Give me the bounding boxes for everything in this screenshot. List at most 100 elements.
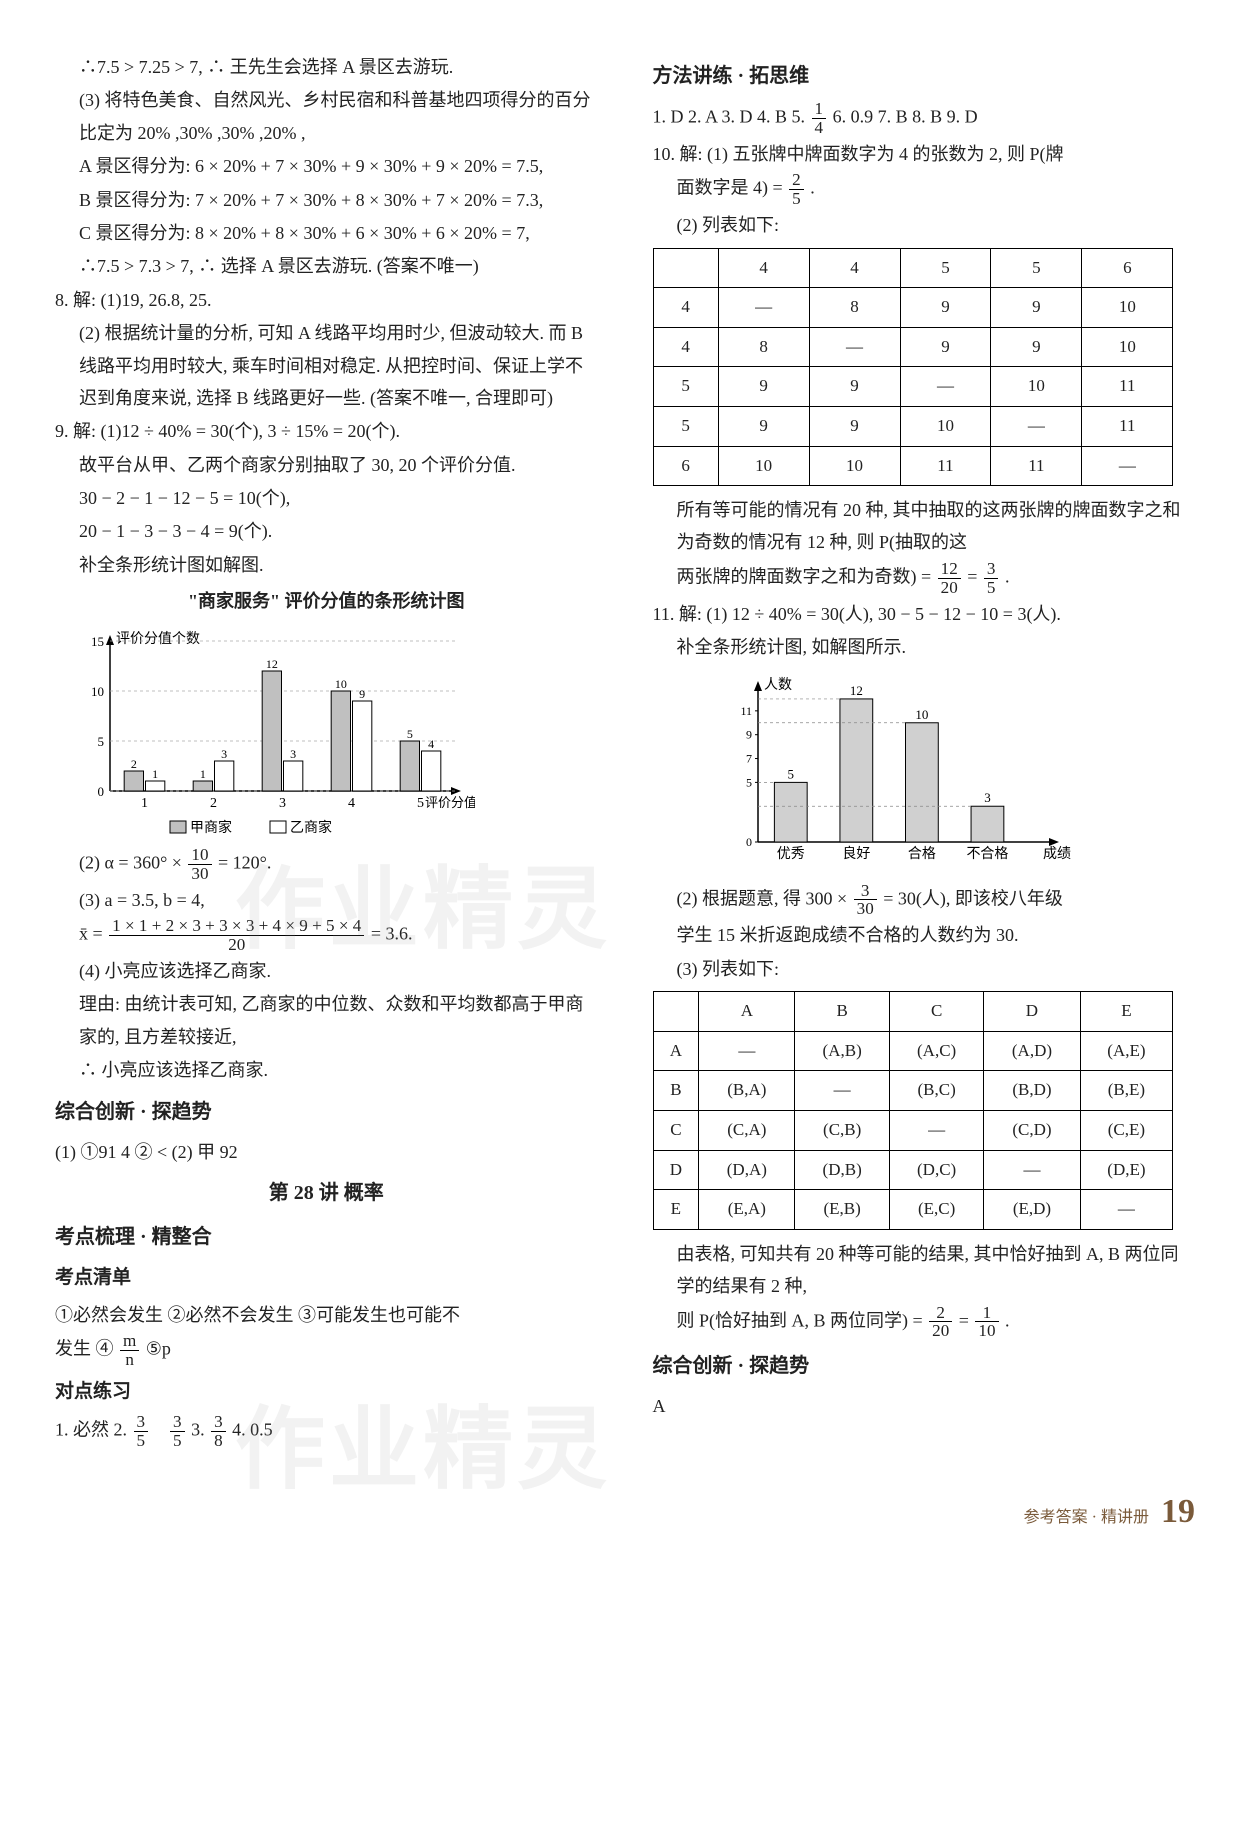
section-zhcx: 综合创新 · 探趋势 xyxy=(55,1094,598,1130)
svg-text:5: 5 xyxy=(787,766,794,781)
page-number: 19 xyxy=(1161,1493,1195,1530)
fraction: 330 xyxy=(854,882,877,919)
bar-chart-2: 人数0579115优秀12良好10合格3不合格成绩 xyxy=(713,672,1196,872)
text: 1. D 2. A 3. D 4. B 5. xyxy=(653,107,810,127)
svg-text:12: 12 xyxy=(849,682,862,697)
svg-text:优秀: 优秀 xyxy=(776,846,804,862)
answers-row1: 1. D 2. A 3. D 4. B 5. 14 6. 0.9 7. B 8.… xyxy=(653,100,1196,137)
probability-table-1: 445564—8991048—9910599—101159910—1161010… xyxy=(653,248,1174,487)
text: . xyxy=(810,178,815,198)
text-line: ∴7.5 > 7.3 > 7, ∴ 选择 A 景区去游玩. (答案不唯一) xyxy=(55,250,598,282)
text: 4. 0.5 xyxy=(232,1420,273,1440)
svg-text:9: 9 xyxy=(359,687,365,701)
text: = xyxy=(959,1310,974,1330)
bar-chart-1: 评价分值个数05101521113212331094545评价分值/分甲商家乙商… xyxy=(55,626,598,836)
text: = xyxy=(967,566,982,586)
svg-text:1: 1 xyxy=(141,796,148,811)
lesson-title: 第 28 讲 概率 xyxy=(55,1175,598,1211)
q8-solution-b: (2) 根据统计量的分析, 可知 A 线路平均用时少, 但波动较大. 而 B 线… xyxy=(55,317,598,414)
fraction: mn xyxy=(120,1332,139,1369)
section-kdsl: 考点梳理 · 精整合 xyxy=(55,1219,598,1255)
svg-text:5: 5 xyxy=(417,796,424,811)
q9-solution-e: 补全条形统计图如解图. xyxy=(55,549,598,581)
text: x̄ = xyxy=(79,923,107,943)
q10-d: 所有等可能的情况有 20 种, 其中抽取的这两张牌的牌面数字之和为奇数的情况有 … xyxy=(653,494,1196,559)
svg-text:5: 5 xyxy=(98,734,105,749)
text-line: A 景区得分为: 6 × 20% + 7 × 30% + 9 × 30% + 9… xyxy=(55,150,598,182)
q9-solution-d: 20 − 1 − 3 − 3 − 4 = 9(个). xyxy=(55,515,598,547)
text: 则 P(恰好抽到 A, B 两位同学) = xyxy=(677,1310,928,1330)
text: 发生 ④ xyxy=(55,1339,114,1359)
svg-text:9: 9 xyxy=(746,727,752,741)
text: 6. 0.9 7. B 8. B 9. D xyxy=(833,107,978,127)
kdqd-line2: 发生 ④ mn ⑤p xyxy=(55,1332,598,1369)
q9-k: ∴ 小亮应该选择乙商家. xyxy=(55,1054,598,1086)
svg-text:1: 1 xyxy=(152,767,158,781)
fraction: 35 xyxy=(134,1413,149,1450)
svg-text:0: 0 xyxy=(98,784,105,799)
q10-b: 面数字是 4) = 25 . xyxy=(653,171,1196,208)
fraction: 38 xyxy=(211,1413,226,1450)
q10-e: 两张牌的牌面数字之和为奇数) = 1220 = 35 . xyxy=(653,560,1196,597)
right-column: 方法讲练 · 拓思维 1. D 2. A 3. D 4. B 5. 14 6. … xyxy=(643,50,1196,1451)
q9-g: (3) a = 3.5, b = 4, xyxy=(55,884,598,916)
fraction: 1220 xyxy=(938,560,961,597)
svg-text:3: 3 xyxy=(221,747,227,761)
q9-i: (4) 小亮应该选择乙商家. xyxy=(55,955,598,987)
q10-a: 10. 解: (1) 五张牌中牌面数字为 4 的张数为 2, 则 P(牌 xyxy=(653,138,1196,170)
text: . xyxy=(1005,566,1010,586)
q8-solution-a: 8. 解: (1)19, 26.8, 25. xyxy=(55,284,598,316)
svg-text:12: 12 xyxy=(266,657,278,671)
svg-text:人数: 人数 xyxy=(764,677,792,693)
text: 1. 必然 2. xyxy=(55,1420,132,1440)
q11-g: 则 P(恰好抽到 A, B 两位同学) = 220 = 110 . xyxy=(653,1304,1196,1341)
ddlx-answers: 1. 必然 2. 35 35 3. 38 4. 0.5 xyxy=(55,1413,598,1450)
text: (2) 根据题意, 得 300 × xyxy=(677,888,852,908)
section-zhcx2: 综合创新 · 探趋势 xyxy=(653,1348,1196,1384)
svg-text:良好: 良好 xyxy=(842,846,870,862)
zhcx-answers: (1) ①91 4 ② < (2) 甲 92 xyxy=(55,1136,598,1168)
page-footer: 参考答案 · 精讲册 19 xyxy=(55,1481,1195,1542)
svg-text:10: 10 xyxy=(915,706,928,721)
q11-b: 补全条形统计图, 如解图所示. xyxy=(653,631,1196,663)
q11-c: (2) 根据题意, 得 300 × 330 = 30(人), 即该校八年级 xyxy=(653,882,1196,919)
svg-text:10: 10 xyxy=(335,677,347,691)
q11-a: 11. 解: (1) 12 ÷ 40% = 30(人), 30 − 5 − 12… xyxy=(653,598,1196,630)
q9-h: x̄ = 1 × 1 + 2 × 3 + 3 × 3 + 4 × 9 + 5 ×… xyxy=(55,917,598,954)
q9-f: (2) α = 360° × 1030 = 120°. xyxy=(55,846,598,883)
text-line: ∴7.5 > 7.25 > 7, ∴ 王先生会选择 A 景区去游玩. xyxy=(55,51,598,83)
svg-text:成绩: 成绩 xyxy=(1043,846,1071,862)
svg-text:2: 2 xyxy=(210,796,217,811)
zhcx2-answer: A xyxy=(653,1390,1196,1422)
sub-ddlx: 对点练习 xyxy=(55,1375,598,1409)
q11-e: (3) 列表如下: xyxy=(653,953,1196,985)
q9-j: 理由: 由统计表可知, 乙商家的中位数、众数和平均数都高于甲商家的, 且方差较接… xyxy=(55,988,598,1053)
svg-text:0: 0 xyxy=(746,835,752,849)
text: 面数字是 4) = xyxy=(677,178,788,198)
text: = 120°. xyxy=(218,852,271,872)
svg-text:不合格: 不合格 xyxy=(966,846,1008,862)
left-column: ∴7.5 > 7.25 > 7, ∴ 王先生会选择 A 景区去游玩. (3) 将… xyxy=(55,50,608,1451)
sub-kdqd: 考点清单 xyxy=(55,1261,598,1295)
footer-label: 参考答案 · 精讲册 xyxy=(1024,1509,1149,1526)
section-ffjl: 方法讲练 · 拓思维 xyxy=(653,58,1196,94)
svg-text:2: 2 xyxy=(131,757,137,771)
svg-text:评价分值个数: 评价分值个数 xyxy=(116,631,200,647)
svg-text:合格: 合格 xyxy=(907,846,935,862)
fraction: 110 xyxy=(975,1304,998,1341)
fraction: 35 xyxy=(170,1413,185,1450)
text-line: B 景区得分为: 7 × 20% + 7 × 30% + 8 × 30% + 7… xyxy=(55,184,598,216)
fraction: 14 xyxy=(812,100,827,137)
svg-text:4: 4 xyxy=(428,737,434,751)
svg-text:5: 5 xyxy=(407,727,413,741)
kdqd-line1: ①必然会发生 ②必然不会发生 ③可能发生也可能不 xyxy=(55,1299,598,1331)
q11-f: 由表格, 可知共有 20 种等可能的结果, 其中恰好抽到 A, B 两位同学的结… xyxy=(653,1238,1196,1303)
q10-c: (2) 列表如下: xyxy=(653,209,1196,241)
text-line: C 景区得分为: 8 × 20% + 8 × 30% + 6 × 30% + 6… xyxy=(55,217,598,249)
svg-text:1: 1 xyxy=(200,767,206,781)
text: = 30(人), 即该校八年级 xyxy=(883,888,1063,908)
probability-table-2: ABCDEA—(A,B)(A,C)(A,D)(A,E)B(B,A)—(B,C)(… xyxy=(653,991,1174,1230)
q9-solution-b: 故平台从甲、乙两个商家分别抽取了 30, 20 个评价分值. xyxy=(55,449,598,481)
svg-text:15: 15 xyxy=(91,634,104,649)
fraction: 25 xyxy=(789,171,804,208)
